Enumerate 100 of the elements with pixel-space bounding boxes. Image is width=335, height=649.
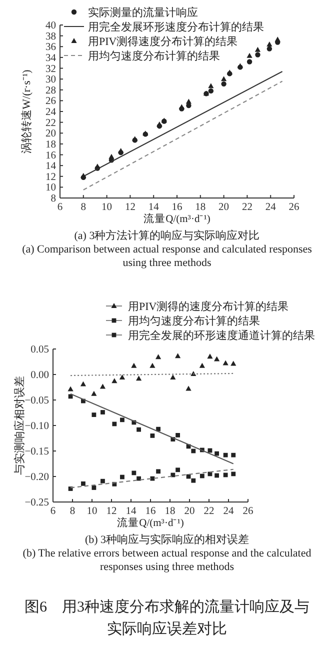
point <box>207 354 213 359</box>
point <box>170 374 176 380</box>
point <box>199 362 205 368</box>
point <box>266 41 272 46</box>
point <box>100 478 105 484</box>
y-tick-label: 32 <box>46 64 56 75</box>
point <box>81 481 86 486</box>
point <box>92 486 96 490</box>
x-tick-label: 14 <box>148 202 160 213</box>
y-tick-label: 20 <box>46 128 56 140</box>
point <box>186 386 192 391</box>
y-tick-label: −0.10 <box>24 421 49 432</box>
caption: 图6 用3种速度分布求解的流量计响应及与实际响应误差对比 <box>24 598 310 638</box>
text: (b) The relative errors between actual response and the calculated responses using three methods <box>22 548 312 573</box>
point <box>120 474 124 480</box>
y-tick-label: 18 <box>46 139 56 150</box>
x-tick-label: 18 <box>195 202 206 213</box>
text: (a) 3种方法计算的响应与实际响应对比 <box>74 229 260 242</box>
point <box>120 418 124 422</box>
point <box>200 474 204 478</box>
point <box>221 76 227 82</box>
x-tick-label: 20 <box>218 202 230 213</box>
point <box>92 412 96 417</box>
point <box>68 386 74 392</box>
point <box>176 468 180 472</box>
y-axis-title: 与实测响应相对误差 <box>13 376 26 475</box>
point <box>208 88 214 94</box>
point <box>176 432 180 438</box>
point <box>222 360 228 366</box>
legend-label: 用完全发展的环形速度通道计算的结果 <box>128 329 315 342</box>
point <box>80 381 86 386</box>
point <box>191 478 196 483</box>
x-tick-label: 12 <box>124 202 136 213</box>
x-tick-label: 16 <box>172 202 182 213</box>
x-axis-title: 流量Q/(m³·d⁻¹) <box>117 516 184 529</box>
point <box>175 353 181 358</box>
x-tick-label: 10 <box>86 506 98 517</box>
point <box>255 52 260 58</box>
x-tick-label: 8 <box>70 506 76 517</box>
x-tick-label: 6 <box>50 506 56 517</box>
y-tick-label: 34 <box>46 52 57 64</box>
legend-label: 用PIV测得的速度分布计算的结果 <box>128 300 289 313</box>
point <box>136 376 142 381</box>
point <box>266 46 272 52</box>
y-tick-label: 8 <box>50 194 56 204</box>
y-tick-label: 30 <box>46 74 56 86</box>
x-tick-label: 26 <box>242 506 254 517</box>
y-tick-label: −0.25 <box>24 498 49 508</box>
point <box>108 154 114 159</box>
y-tick-label: 28 <box>46 85 56 96</box>
y-tick-label: 0.00 <box>30 370 49 381</box>
point <box>223 472 228 478</box>
point <box>230 360 236 366</box>
point <box>112 378 118 384</box>
x-tick-label: 12 <box>106 506 117 517</box>
x-tick-label: 26 <box>288 202 300 213</box>
text: (b) 3种响应与实际响应的相对误差 <box>84 533 250 546</box>
point <box>136 427 141 432</box>
point <box>223 452 228 458</box>
legend-label: 用完全发展环形速度分布计算的结果 <box>88 20 264 34</box>
y-tick-label: −0.20 <box>24 472 49 483</box>
point <box>131 362 137 368</box>
point <box>156 354 162 360</box>
y-tick-label: 40 <box>46 20 56 32</box>
point <box>214 473 219 478</box>
y-tick-label: 12 <box>46 172 56 183</box>
point <box>112 422 117 426</box>
point <box>119 374 126 380</box>
x-tick-label: 8 <box>80 202 86 213</box>
point <box>246 59 252 64</box>
y-tick-label: 16 <box>46 150 56 162</box>
point <box>186 98 192 104</box>
legend-label: 实际测量的流量计响应 <box>88 6 198 19</box>
legend-label: 用均匀速度分布计算的结果 <box>88 50 220 62</box>
x-tick-label: 24 <box>223 506 234 517</box>
x-tick-label: 6 <box>57 202 63 213</box>
point <box>156 121 162 126</box>
y-axis-title: 涡轮转速W/(r·s⁻¹) <box>20 69 33 154</box>
point <box>191 448 196 454</box>
point <box>231 452 236 458</box>
x-tick-label: 16 <box>145 506 156 517</box>
x-axis-title: 流量Q/(m³·d⁻¹) <box>144 212 211 225</box>
point <box>231 472 236 476</box>
y-tick-label: 14 <box>46 161 57 172</box>
x-tick-label: 14 <box>126 506 137 517</box>
y-tick-label: 38 <box>46 31 56 42</box>
point <box>221 81 226 87</box>
point <box>91 390 97 396</box>
y-tick-label: −0.15 <box>24 446 49 458</box>
y-tick-label: 10 <box>46 182 56 194</box>
point <box>80 172 86 178</box>
legend-label: 用PIV测得速度分布计算的结果 <box>88 35 238 48</box>
point <box>150 434 155 438</box>
text: (a) Comparison between actual response and calculated responses using three methods <box>22 244 312 269</box>
point <box>100 410 105 414</box>
x-tick-label: 10 <box>102 202 112 213</box>
y-tick-label: 22 <box>46 118 56 129</box>
y-tick-label: 0.05 <box>30 344 49 356</box>
x-tick-label: 24 <box>265 202 277 213</box>
point <box>156 469 160 474</box>
